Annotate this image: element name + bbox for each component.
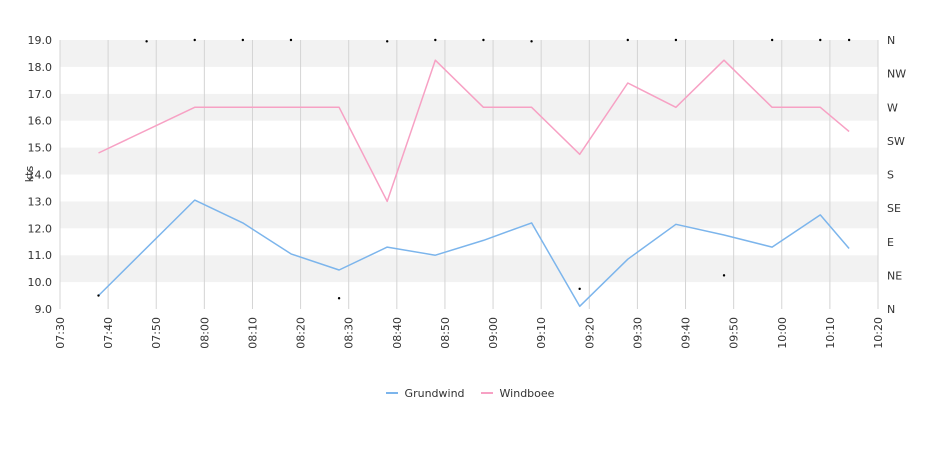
plot-band <box>60 93 878 121</box>
x-tick-label: 09:20 <box>583 317 596 349</box>
direction-point <box>145 40 148 43</box>
plot-band <box>60 120 878 148</box>
x-tick-label: 09:10 <box>535 317 548 349</box>
plot-band <box>60 66 878 94</box>
x-tick-label: 08:50 <box>439 317 452 349</box>
y2-tick-label: NW <box>887 68 906 81</box>
y-tick-label: 10.0 <box>28 276 53 289</box>
legend-swatch <box>385 392 398 394</box>
x-tick-label: 08:00 <box>198 317 211 349</box>
y2-tick-label: N <box>887 34 895 47</box>
y2-tick-label: NE <box>887 269 902 282</box>
y-tick-label: 16.0 <box>28 115 53 128</box>
x-tick-label: 08:10 <box>246 317 259 349</box>
x-tick-label: 08:40 <box>391 317 404 349</box>
direction-point <box>722 274 726 277</box>
direction-point <box>434 38 437 42</box>
y-tick-label: 11.0 <box>28 249 53 262</box>
direction-point <box>482 38 485 42</box>
plot-band <box>60 228 878 256</box>
direction-point <box>241 38 245 42</box>
direction-point <box>386 40 389 43</box>
series-line-windboee <box>98 59 850 203</box>
y2-tick-label: SW <box>887 135 905 148</box>
plot-band <box>60 201 878 229</box>
x-tick-label: 09:50 <box>728 317 741 349</box>
plot-band <box>60 174 878 202</box>
x-tick-label: 10:20 <box>872 317 885 349</box>
x-tick-label: 08:20 <box>295 317 308 349</box>
y-axis-label: kts <box>23 166 36 183</box>
plot-bands <box>60 40 878 309</box>
y2-tick-label: N <box>887 303 895 316</box>
y2-tick-label: W <box>887 101 898 114</box>
direction-point <box>337 297 341 300</box>
plot-band <box>60 147 878 175</box>
direction-point <box>530 40 533 43</box>
x-tick-label: 10:00 <box>776 317 789 349</box>
direction-point <box>819 38 822 42</box>
x-tick-label: 09:30 <box>631 317 644 349</box>
legend-item[interactable]: Grundwind <box>385 386 465 400</box>
x-tick-label: 08:30 <box>343 317 356 349</box>
direction-point <box>193 38 196 42</box>
y-tick-label: 12.0 <box>28 222 53 235</box>
direction-point <box>674 38 678 42</box>
y2-tick-label: E <box>887 236 894 249</box>
y-tick-label: 19.0 <box>28 34 53 47</box>
y2-tick-label: SE <box>887 202 901 215</box>
left-axis: 9.0 10.0 11.0 12.0 13.0 14.0 15.0 16.0 17.0 18.0 1… <box>28 34 53 316</box>
y-tick-label: 15.0 <box>28 142 53 155</box>
bottom-axis: 07:30 07:40 07:50 08:00 08:10 08:20 08:30 08:40… <box>54 317 885 349</box>
legend-label: Windboee <box>499 386 555 400</box>
y-tick-label: 17.0 <box>28 88 53 101</box>
right-axis: N NE E SE S SW W NW N <box>887 34 906 316</box>
plot-band <box>60 282 878 309</box>
x-tick-label: 07:40 <box>102 317 115 349</box>
y-tick-label: 14.0 <box>28 169 53 182</box>
x-tick-label: 09:40 <box>680 317 693 349</box>
series-layer <box>97 38 851 308</box>
x-tick-label: 10:10 <box>824 317 837 349</box>
x-tick-label: 09:00 <box>487 317 500 349</box>
legend: Grundwind Windboee <box>0 384 940 400</box>
direction-point <box>97 294 100 297</box>
legend-item[interactable]: Windboee <box>480 386 555 400</box>
vertical-gridlines <box>59 40 879 309</box>
y-tick-label: 9.0 <box>35 303 53 316</box>
series-line-grundwind <box>97 199 850 308</box>
direction-point <box>847 38 851 42</box>
legend-swatch <box>480 392 493 394</box>
direction-point <box>578 287 581 291</box>
y-tick-label: 18.0 <box>28 61 53 74</box>
plot-band <box>60 40 878 67</box>
legend-label: Grundwind <box>404 386 465 400</box>
x-tick-label: 07:30 <box>54 317 67 349</box>
plot-band <box>60 255 878 283</box>
x-tick-label: 07:50 <box>150 317 163 349</box>
direction-point <box>626 38 629 42</box>
direction-point <box>770 38 774 42</box>
y2-tick-label: S <box>887 169 894 182</box>
y-tick-label: 13.0 <box>28 195 53 208</box>
direction-point <box>289 38 293 42</box>
